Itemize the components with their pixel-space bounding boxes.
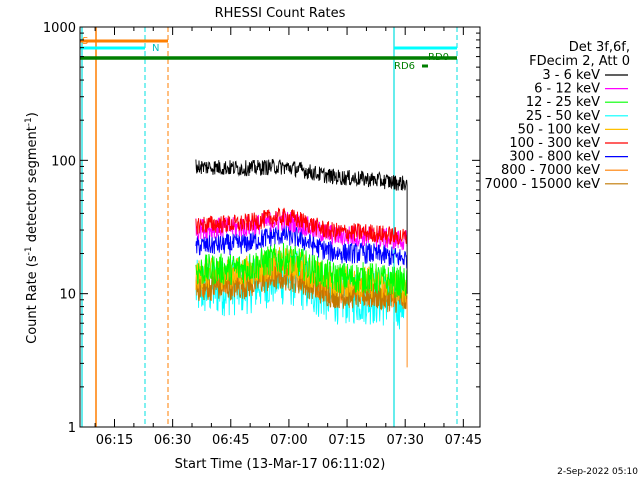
x-tick-label: 06:45: [212, 433, 249, 448]
x-tick-label: 07:45: [445, 433, 482, 448]
y-axis-label-sup1: -1: [24, 246, 34, 255]
series-layer: [195, 158, 408, 368]
chart-title: RHESSI Count Rates: [215, 6, 346, 21]
y-axis-label-mid: detector segment: [25, 126, 40, 246]
legend-label: 12 - 25 keV: [526, 95, 600, 110]
x-tick-label: 07:00: [270, 433, 307, 448]
series-line-12to25keV: [195, 242, 408, 299]
series-line-3to6keV: [195, 158, 408, 294]
x-axis: 06:15 06:30 06:45 07:00 07:15 07:30 07:45: [94, 27, 482, 448]
saa-label: S: [82, 36, 88, 47]
rd6-label: RD6: [394, 61, 415, 72]
legend-label: 6 - 12 keV: [534, 82, 600, 97]
night-label: N: [152, 43, 159, 54]
legend-label: 3 - 6 keV: [542, 68, 600, 83]
legend-header-1: Det 3f,6f,: [569, 40, 630, 55]
x-tick-label: 06:15: [96, 433, 133, 448]
y-tick-label: 1000: [43, 21, 76, 36]
y-axis-label: Count Rate (s-1 detector segment-1): [24, 112, 40, 344]
legend-label: 50 - 100 keV: [518, 122, 601, 137]
rd0-label: RD0: [428, 52, 449, 63]
plot-frame: [79, 26, 481, 428]
footer-timestamp: 2-Sep-2022 05:10: [557, 467, 638, 477]
legend-label: 300 - 800 keV: [509, 150, 600, 165]
legend-label: 100 - 300 keV: [509, 136, 600, 151]
y-tick-label: 1: [68, 421, 76, 436]
x-axis-label: Start Time (13-Mar-17 06:11:02): [175, 457, 386, 472]
legend-label: 25 - 50 keV: [526, 109, 600, 124]
x-tick-label: 07:15: [328, 433, 365, 448]
y-tick-label: 100: [51, 154, 76, 169]
x-tick-label: 07:30: [386, 433, 423, 448]
legend-header-2: FDecim 2, Att 0: [529, 54, 630, 69]
x-tick-label: 06:30: [154, 433, 191, 448]
y-axis-label-sup2: -1: [24, 117, 34, 126]
y-tick-label: 10: [59, 288, 76, 303]
legend-label: 7000 - 15000 keV: [485, 177, 601, 192]
y-axis-label-main: Count Rate (s: [25, 255, 40, 344]
y-axis: 1 10 100 1000: [43, 21, 480, 436]
series-line-100to300keV: [195, 207, 408, 247]
status-flags: S N RD0 RD6: [80, 27, 458, 427]
legend-label: 800 - 7000 keV: [501, 163, 600, 178]
y-axis-label-end: ): [25, 112, 40, 117]
